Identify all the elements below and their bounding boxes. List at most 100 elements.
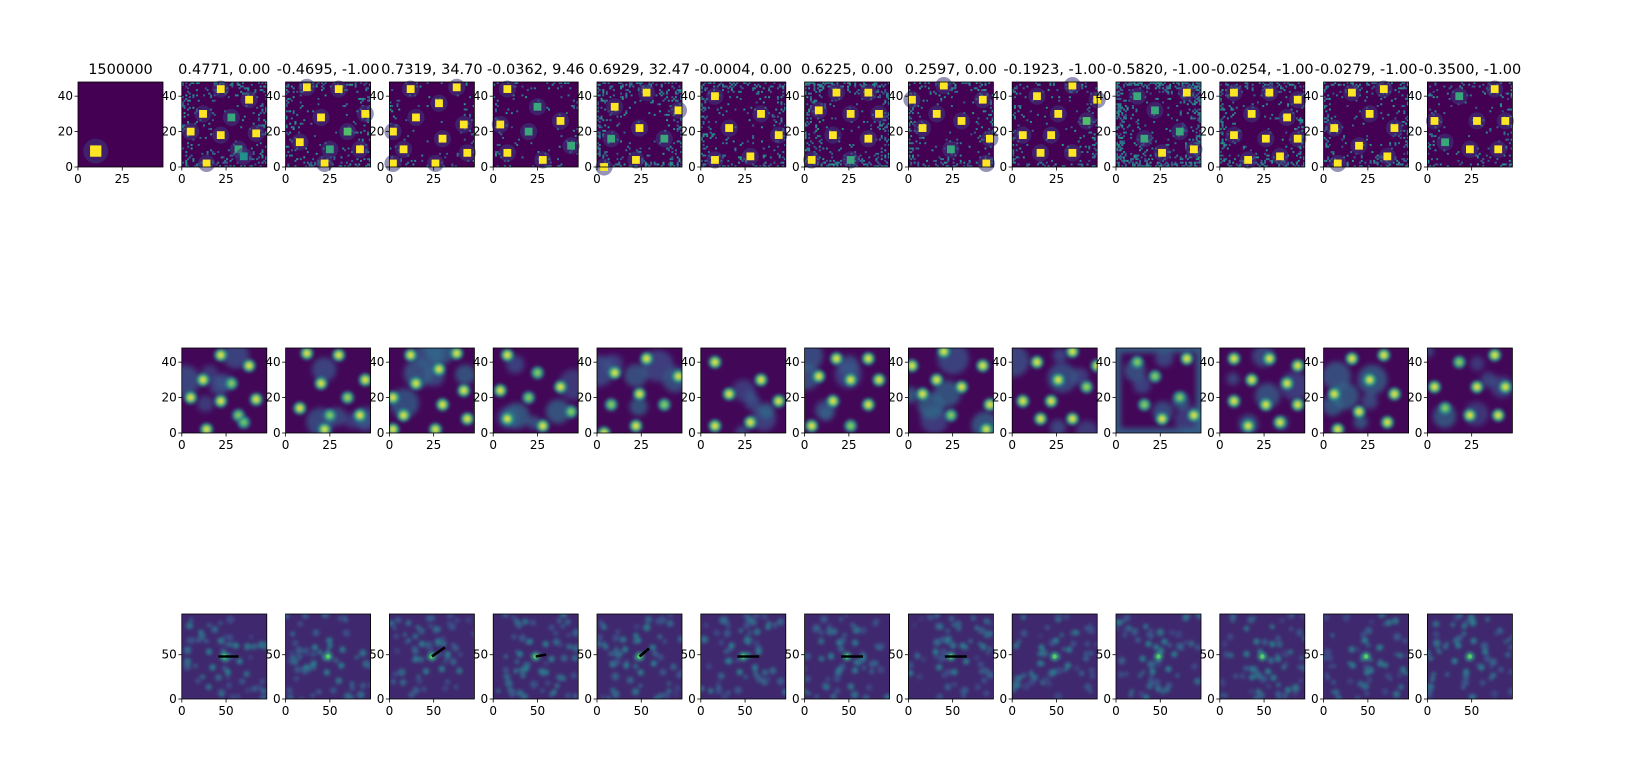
heatmap-cell — [1242, 147, 1245, 150]
heatmap-cell — [469, 96, 472, 99]
heatmap-cell — [299, 122, 302, 125]
heatmap-cell — [762, 87, 765, 90]
correlation-blob — [285, 614, 290, 619]
heatmap-cell — [605, 151, 608, 154]
heatmap-cell — [287, 110, 290, 113]
heatmap-cell — [637, 87, 640, 90]
firing-field — [1390, 124, 1399, 132]
correlation-blob — [560, 675, 567, 681]
firing-field — [463, 148, 472, 157]
heatmap-cell — [367, 131, 370, 134]
heatmap-cell — [780, 108, 783, 111]
heatmap-cell — [924, 142, 927, 145]
heatmap-cell — [609, 96, 612, 99]
heatmap-cell — [988, 82, 991, 84]
heatmap-cell — [240, 90, 243, 93]
heatmap-cell — [1464, 101, 1467, 104]
heatmap-cell — [1126, 159, 1129, 162]
heatmap-cell — [1095, 149, 1098, 152]
heatmap-cell — [317, 103, 320, 106]
correlation-blob — [1073, 665, 1080, 671]
heatmap-cell — [400, 158, 402, 161]
heatmap-cell — [680, 119, 683, 122]
correlation-blob — [185, 646, 191, 652]
heatmap-cell — [737, 156, 740, 159]
heatmap-cell — [604, 101, 607, 104]
heatmap-cell — [1123, 120, 1126, 123]
heatmap-cell — [706, 135, 709, 138]
heatmap-cell — [1119, 140, 1122, 143]
heatmap-cell — [1188, 108, 1191, 111]
heatmap-cell — [465, 108, 468, 111]
heatmap-cell — [597, 119, 599, 122]
heatmap-cell — [1133, 156, 1136, 159]
heatmap-cell — [813, 145, 816, 148]
heatmap-cell — [1116, 149, 1118, 152]
firing-field — [435, 99, 443, 108]
heatmap-cell — [752, 87, 755, 90]
heatmap-cell — [1190, 101, 1193, 104]
correlation-blob — [632, 663, 639, 669]
heatmap-cell — [347, 154, 350, 157]
heatmap-cell — [884, 149, 887, 152]
heatmap-cell — [669, 161, 672, 164]
heatmap-cell — [1303, 161, 1305, 164]
heatmap-cell — [206, 89, 209, 92]
heatmap-cell — [1246, 85, 1249, 88]
heatmap-cell — [597, 110, 599, 113]
firing-field — [216, 85, 225, 93]
heatmap-cell — [1233, 112, 1236, 115]
heatmap-cell — [650, 161, 653, 164]
heatmap-cell — [1380, 97, 1383, 100]
smoothed-field-core — [848, 423, 853, 429]
heatmap-cell — [722, 85, 725, 88]
heatmap-cell — [1013, 161, 1016, 164]
smoothed-field-core — [318, 381, 324, 386]
heatmap-cell — [1297, 82, 1300, 84]
smoothed-field-core — [637, 391, 642, 397]
correlation-blob — [598, 620, 604, 626]
background-blob — [1427, 348, 1434, 358]
heatmap-cell — [1292, 163, 1295, 166]
heatmap-cell — [759, 165, 762, 168]
heatmap-cell — [784, 108, 786, 111]
heatmap-cell — [620, 140, 622, 143]
heatmap-cell — [1199, 129, 1202, 132]
heatmap-cell — [368, 97, 371, 100]
heatmap-cell — [1327, 156, 1330, 159]
heatmap-cell — [808, 82, 811, 84]
panel-title: -0.1923, -1.00 — [1003, 62, 1106, 78]
heatmap-cell — [784, 124, 786, 127]
correlation-blob — [673, 691, 679, 697]
heatmap-cell — [185, 159, 188, 162]
heatmap-cell — [1116, 156, 1118, 159]
firing-field — [459, 120, 468, 129]
heatmap-cell — [1392, 105, 1395, 107]
heatmap-cell — [1269, 159, 1272, 162]
heatmap-cell — [911, 142, 914, 145]
heatmap-cell — [1026, 143, 1029, 146]
heatmap-cell — [597, 94, 599, 97]
heatmap-cell — [1158, 165, 1161, 168]
smoothed-field-core — [987, 402, 993, 407]
ring-peak — [422, 668, 430, 675]
heatmap-cell — [940, 158, 943, 161]
heatmap-cell — [192, 82, 195, 84]
heatmap-cell — [829, 103, 832, 106]
heatmap-cell — [1446, 92, 1449, 95]
correlation-blob — [873, 618, 880, 625]
y-tick-label: 0 — [688, 160, 696, 174]
heatmap-cell — [924, 165, 927, 168]
x-tick-label: 25 — [945, 438, 960, 452]
heatmap-cell — [1081, 85, 1084, 88]
heatmap-cell — [813, 87, 816, 90]
heatmap-cell — [1128, 89, 1131, 92]
heatmap-cell — [755, 92, 758, 95]
heatmap-cell — [780, 117, 783, 120]
smoothed-field-core — [1038, 416, 1043, 422]
heatmap-cell — [630, 82, 633, 84]
correlation-blob — [457, 652, 463, 657]
background-blob — [1133, 375, 1151, 394]
heatmap-cell — [727, 136, 730, 139]
heatmap-cell — [1265, 103, 1268, 106]
